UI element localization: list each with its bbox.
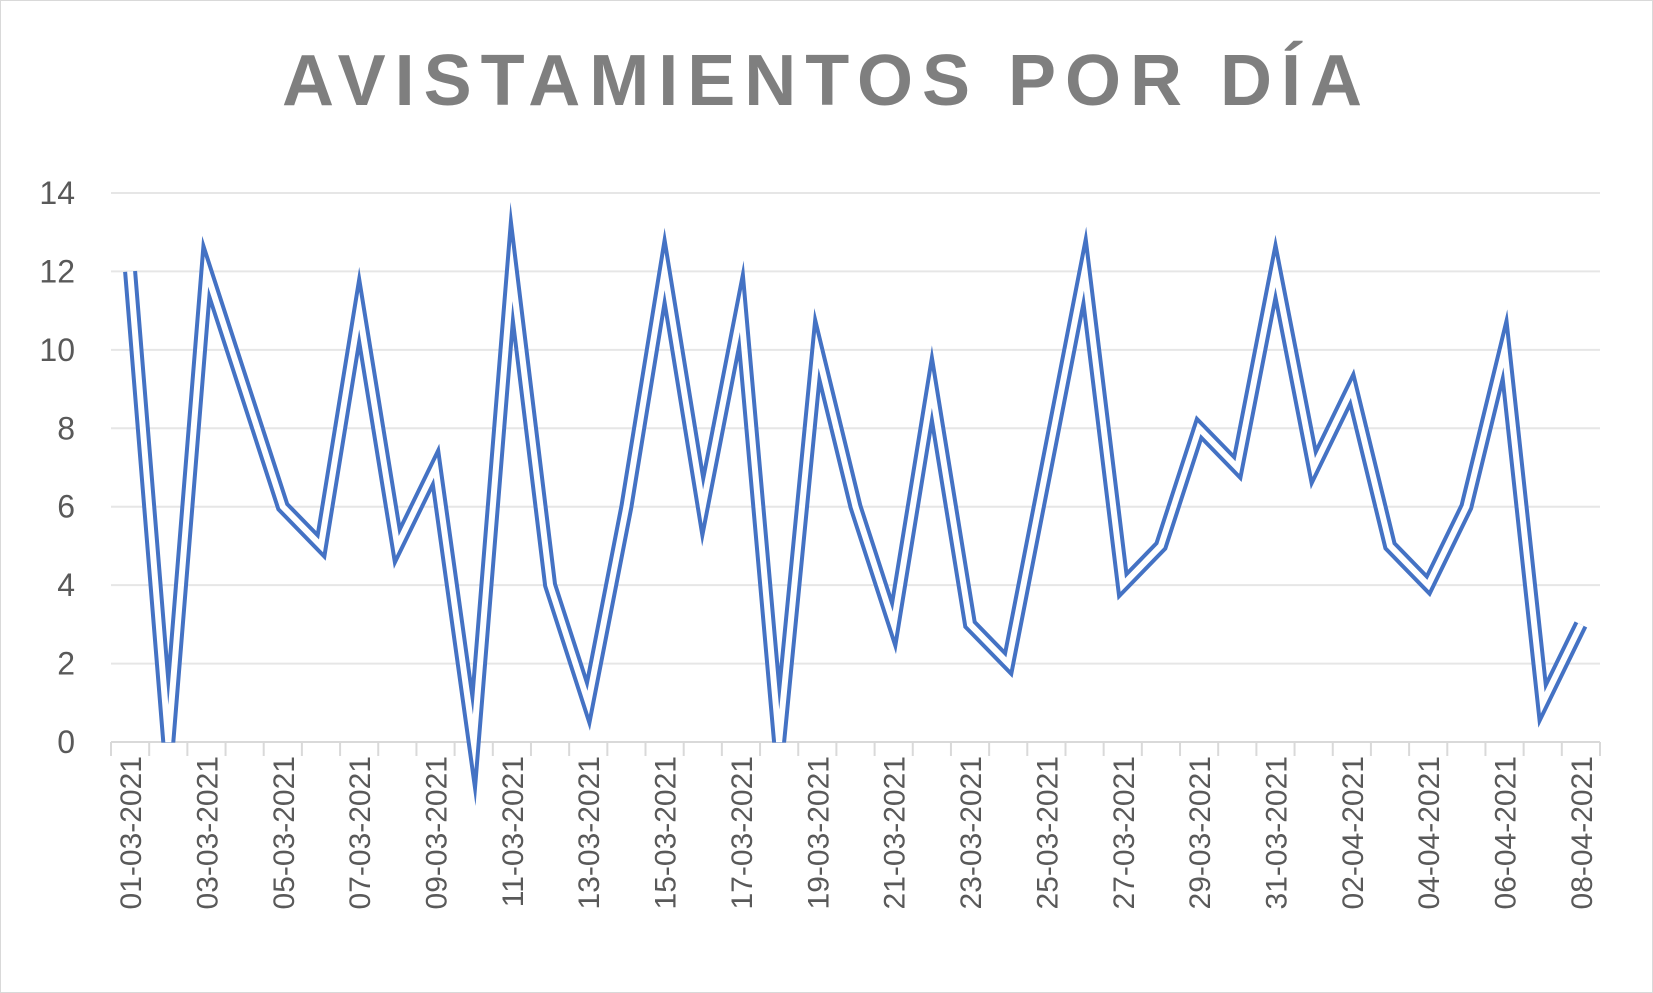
x-tick-label: 01-03-2021 (115, 756, 148, 909)
y-tick-label: 14 (39, 175, 75, 211)
series-line-inner (127, 241, 1584, 770)
x-tick-label: 23-03-2021 (955, 756, 988, 909)
chart-title: AVISTAMIENTOS POR DÍA (281, 41, 1372, 121)
y-tick-label: 0 (57, 724, 75, 760)
x-tick-label: 19-03-2021 (802, 756, 835, 909)
x-tick-label: 29-03-2021 (1184, 756, 1217, 909)
x-tick-label: 02-04-2021 (1337, 756, 1370, 909)
x-tick-label: 15-03-2021 (650, 756, 683, 909)
x-tick-label: 08-04-2021 (1566, 756, 1599, 909)
y-tick-label: 12 (39, 253, 75, 289)
x-tick-label: 09-03-2021 (421, 756, 454, 909)
x-tick-label: 07-03-2021 (344, 756, 377, 909)
y-tick-label: 4 (57, 567, 75, 603)
x-axis: 01-03-2021 03-03-2021 05-03-2021 07-03-2021… (110, 741, 1601, 909)
y-tick-label: 2 (57, 646, 75, 682)
x-tick-label: 03-03-2021 (191, 756, 224, 909)
x-tick-label: 11-03-2021 (497, 756, 530, 907)
x-tick-label: 17-03-2021 (726, 756, 759, 909)
x-tick-label: 21-03-2021 (879, 756, 912, 909)
x-tick-label: 05-03-2021 (268, 756, 301, 909)
y-tick-label: 6 (57, 489, 75, 525)
x-tick-label: 04-04-2021 (1413, 756, 1446, 909)
x-tick-label: 31-03-2021 (1260, 756, 1293, 909)
y-tick-label: 10 (39, 332, 75, 368)
x-tick-label: 25-03-2021 (1031, 756, 1064, 909)
y-tick-label: 8 (57, 410, 75, 446)
x-tick-label: 13-03-2021 (573, 756, 606, 909)
y-axis-ticks: 0 2 4 6 8 10 12 14 (39, 175, 75, 760)
series-lines (123, 202, 1588, 806)
x-tick-label: 06-04-2021 (1490, 756, 1523, 909)
x-tick-label: 27-03-2021 (1108, 756, 1141, 909)
